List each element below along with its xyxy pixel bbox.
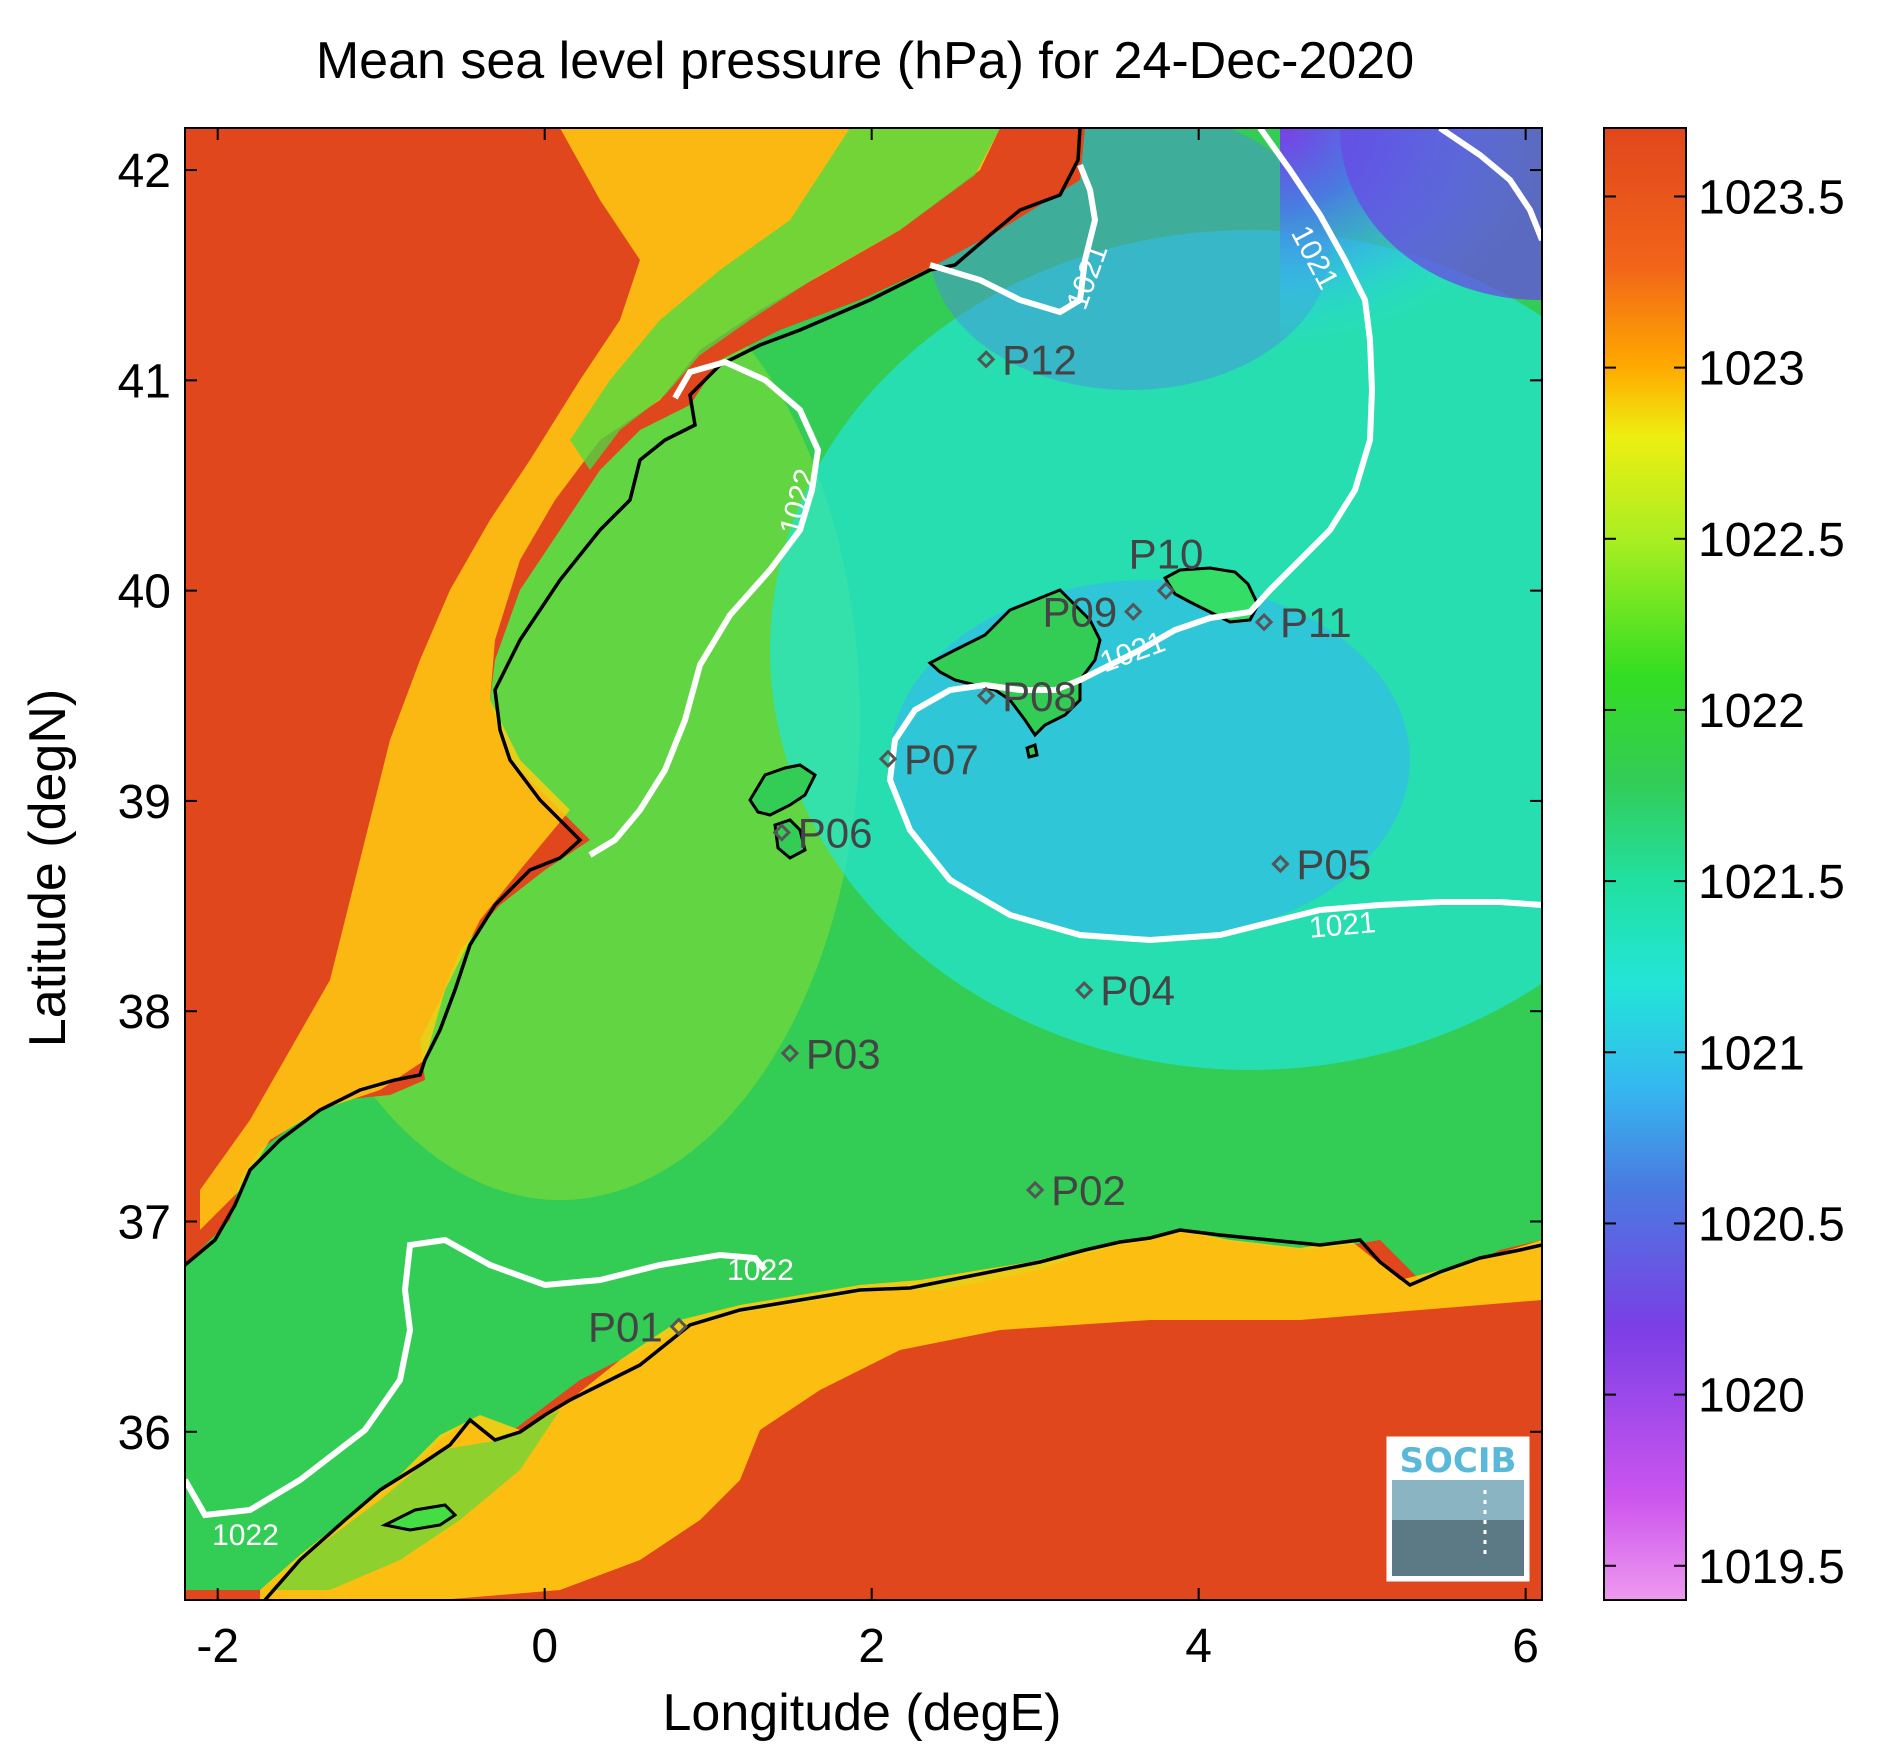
- colorbar-tick-label: 1023: [1698, 343, 1805, 396]
- map-frame: [184, 127, 1543, 1601]
- african-coastline: [263, 1228, 1542, 1600]
- station-label: P08: [1002, 673, 1077, 720]
- y-tick-label: 39: [118, 776, 171, 829]
- station-label: P11: [1280, 599, 1352, 646]
- isobar-1022-south: [185, 1236, 768, 1519]
- isobar-1022-mid: [588, 358, 822, 858]
- colorbar-tick-label: 1023.5: [1698, 171, 1845, 224]
- station-label: P12: [1002, 336, 1077, 383]
- contour-label: 1021: [1308, 906, 1377, 945]
- y-tick-label: 40: [118, 566, 171, 619]
- station-marker: [772, 823, 791, 842]
- station-marker: [976, 686, 996, 705]
- station-marker: [1271, 854, 1290, 874]
- colorbar-tick-label: 1021.5: [1698, 856, 1845, 909]
- colorbar-tick-label: 1021: [1698, 1027, 1805, 1080]
- station-label: P01: [588, 1304, 663, 1351]
- y-tick-label: 37: [118, 1196, 171, 1249]
- colorbar-tick-label: 1020: [1698, 1370, 1805, 1423]
- colorbar-ticks: 1019.5 1020 1020.5 1021 1021.5 1022 1022.5 1023…: [1604, 171, 1845, 1594]
- isobar-1021-north: [929, 163, 1099, 316]
- station-marker: [1075, 980, 1094, 1000]
- map-title: Mean sea level pressure (hPa) for 24-Dec…: [316, 32, 1414, 90]
- station-marker: [669, 1317, 688, 1336]
- station-marker: [1025, 1180, 1045, 1200]
- station-marker: [1124, 602, 1143, 621]
- iberia-coastal-green: [570, 128, 1000, 470]
- x-tick-label: -2: [196, 1620, 239, 1673]
- y-tick-label: 41: [118, 355, 171, 408]
- ibiza-island: [748, 763, 817, 817]
- iberia-coastal-yellow: [200, 128, 1000, 1230]
- colorbar-tick-label: 1022: [1698, 685, 1805, 738]
- menorca-island: [1162, 566, 1260, 624]
- station-marker: [878, 749, 898, 769]
- station-label: P04: [1100, 967, 1175, 1014]
- station-label: P09: [1043, 589, 1118, 636]
- station-marker: [1156, 581, 1176, 600]
- x-axis-ticks: -2 0 2 4 6: [196, 128, 1539, 1673]
- x-tick-label: 0: [531, 1620, 558, 1673]
- y-tick-label: 36: [118, 1407, 171, 1460]
- y-tick-label: 42: [118, 145, 171, 198]
- socib-logo: SOCIB: [1386, 1436, 1530, 1582]
- contour-label: 1022: [212, 1519, 279, 1552]
- y-tick-label: 38: [118, 986, 171, 1039]
- station-label: P03: [806, 1030, 881, 1077]
- station-label: P02: [1051, 1167, 1126, 1214]
- y-axis-label: Latitude (degN): [19, 689, 77, 1047]
- africa-coastal-green: [270, 1410, 560, 1590]
- formentera-island: [773, 818, 807, 860]
- station-label: P06: [798, 809, 873, 856]
- station-label: P10: [1129, 531, 1204, 578]
- low-pressure-corner-core: [1340, 128, 1542, 300]
- colorbar-tick-label: 1022.5: [1698, 514, 1845, 567]
- x-tick-label: 6: [1512, 1620, 1539, 1673]
- station-marker: [1254, 612, 1274, 632]
- colorbar-tick-label: 1020.5: [1698, 1198, 1845, 1251]
- alboran-island: [380, 1503, 458, 1532]
- station-marker: [780, 1044, 800, 1063]
- socib-logo-text: SOCIB: [1400, 1441, 1517, 1481]
- station-marker: [976, 350, 996, 369]
- colorbar: [1603, 127, 1687, 1601]
- africa-coastal-yellow: [260, 1230, 1542, 1600]
- isobar-1021-corner: [1438, 128, 1542, 242]
- x-tick-label: 2: [858, 1620, 885, 1673]
- station-label: P05: [1296, 841, 1371, 888]
- cabrera-island: [1025, 742, 1039, 759]
- isobar-1021-east: [886, 128, 1542, 944]
- iberian-coastline: [185, 128, 1082, 1267]
- y-axis-ticks: 36 37 38 39 40 41 42: [118, 145, 1542, 1460]
- station-label: P07: [904, 736, 979, 783]
- contour-label: 1022: [727, 1254, 794, 1287]
- colorbar-tick-label: 1019.5: [1698, 1541, 1845, 1594]
- x-tick-label: 4: [1185, 1620, 1212, 1673]
- x-axis-label: Longitude (degE): [663, 1684, 1062, 1742]
